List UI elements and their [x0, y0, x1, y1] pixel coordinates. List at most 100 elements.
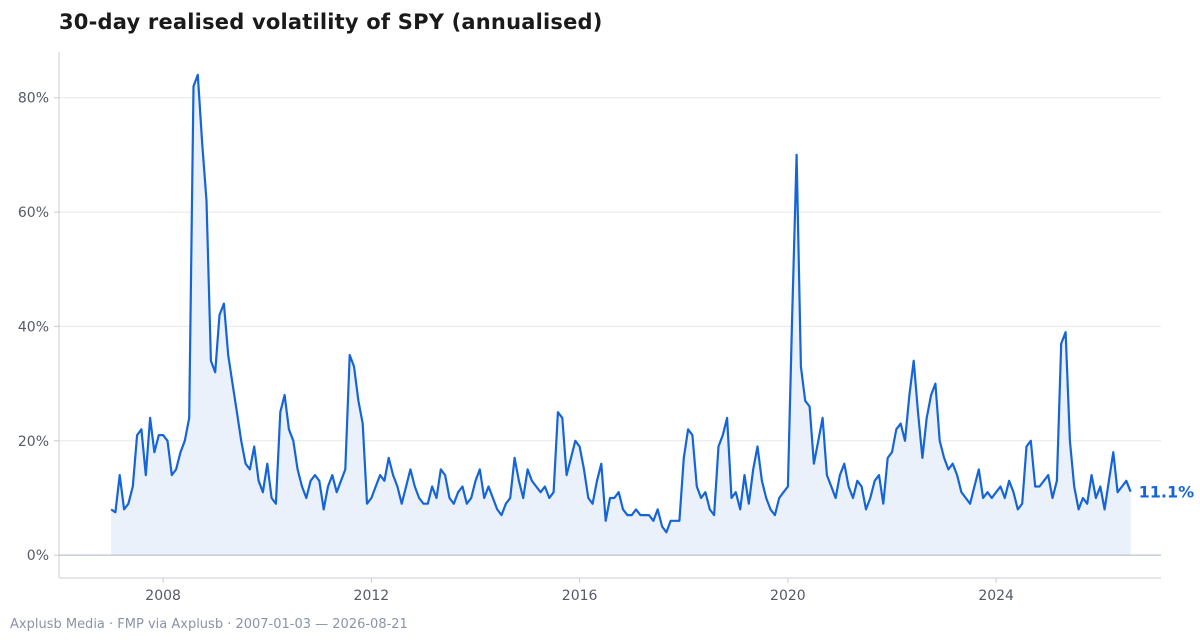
data-point — [1125, 480, 1127, 482]
data-point — [943, 457, 945, 459]
data-point — [917, 411, 919, 413]
data-point — [1004, 497, 1006, 499]
data-point — [509, 497, 511, 499]
data-point — [149, 417, 151, 419]
data-point — [1043, 480, 1045, 482]
data-point — [201, 143, 203, 145]
data-point — [1034, 486, 1036, 488]
data-point — [561, 417, 563, 419]
data-point — [978, 468, 980, 470]
y-tick-label: 80% — [18, 91, 49, 107]
data-point — [813, 463, 815, 465]
data-point — [1095, 497, 1097, 499]
data-point — [140, 428, 142, 430]
data-point — [800, 366, 802, 368]
chart-title: 30-day realised volatility of SPY (annua… — [59, 10, 603, 34]
data-point — [210, 360, 212, 362]
data-point — [574, 440, 576, 442]
data-point — [648, 514, 650, 516]
data-point — [960, 491, 962, 493]
data-point — [188, 417, 190, 419]
data-point — [657, 508, 659, 510]
data-point — [1013, 491, 1015, 493]
data-point — [340, 480, 342, 482]
data-point — [1017, 508, 1019, 510]
data-point — [639, 514, 641, 516]
data-point — [353, 366, 355, 368]
data-point — [262, 491, 264, 493]
data-point — [318, 480, 320, 482]
data-point — [475, 480, 477, 482]
data-point — [236, 411, 238, 413]
data-point — [583, 468, 585, 470]
data-point — [1052, 497, 1054, 499]
data-point — [383, 480, 385, 482]
data-point — [197, 74, 199, 76]
data-point — [835, 497, 837, 499]
data-point — [206, 200, 208, 202]
data-point — [527, 468, 529, 470]
data-point — [1117, 491, 1119, 493]
data-point — [1099, 486, 1101, 488]
data-point — [757, 446, 759, 448]
data-point — [731, 497, 733, 499]
data-point — [991, 497, 993, 499]
data-point — [279, 411, 281, 413]
data-point — [297, 468, 299, 470]
data-point — [891, 451, 893, 453]
data-point — [436, 497, 438, 499]
area-fill-layer — [111, 74, 1131, 556]
data-point — [522, 497, 524, 499]
data-point — [1086, 503, 1088, 505]
data-point — [379, 474, 381, 476]
data-point — [674, 520, 676, 522]
y-tick-label: 20% — [18, 434, 49, 450]
data-point — [392, 474, 394, 476]
data-point — [987, 491, 989, 493]
data-point — [869, 497, 871, 499]
data-point — [505, 503, 507, 505]
data-point — [696, 486, 698, 488]
data-point — [409, 468, 411, 470]
data-point — [501, 514, 503, 516]
data-point — [253, 446, 255, 448]
data-point — [566, 474, 568, 476]
data-point — [349, 354, 351, 356]
data-point — [145, 474, 147, 476]
data-point — [153, 451, 155, 453]
data-point — [544, 486, 546, 488]
data-point — [162, 434, 164, 436]
data-point — [783, 491, 785, 493]
data-point — [427, 503, 429, 505]
series-area — [111, 74, 1131, 556]
data-point — [1008, 480, 1010, 482]
data-point — [479, 468, 481, 470]
data-point — [557, 411, 559, 413]
data-point — [700, 497, 702, 499]
data-point — [770, 508, 772, 510]
data-point — [644, 514, 646, 516]
data-point — [804, 400, 806, 402]
data-point — [900, 423, 902, 425]
data-point — [444, 474, 446, 476]
data-point — [457, 491, 459, 493]
data-point — [587, 497, 589, 499]
data-point — [132, 486, 134, 488]
data-point — [1026, 446, 1028, 448]
data-point — [553, 491, 555, 493]
data-point — [245, 463, 247, 465]
data-point — [310, 480, 312, 482]
data-point — [661, 526, 663, 528]
data-point — [1073, 486, 1075, 488]
data-point — [744, 474, 746, 476]
data-point — [947, 468, 949, 470]
data-point — [973, 486, 975, 488]
data-labels: 11.1% — [1139, 483, 1195, 502]
axes — [54, 52, 1161, 583]
data-point — [401, 503, 403, 505]
data-point — [123, 508, 125, 510]
data-point — [292, 440, 294, 442]
data-point — [1000, 486, 1002, 488]
data-point — [913, 360, 915, 362]
data-point — [184, 440, 186, 442]
